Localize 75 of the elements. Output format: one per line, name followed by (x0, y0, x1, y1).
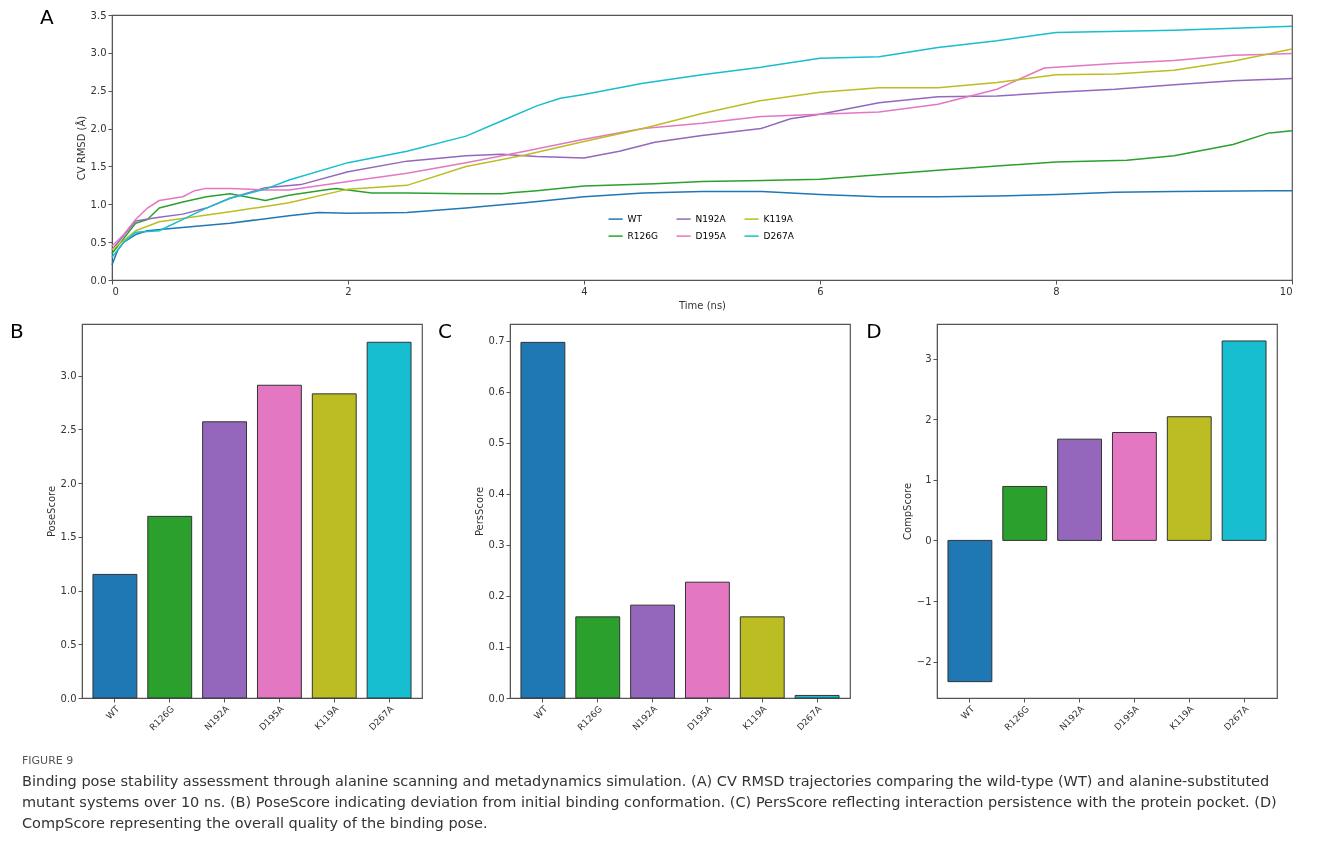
legend-label: D195A (695, 231, 727, 242)
bar (1111, 432, 1157, 541)
y-tick-label: 0 (925, 534, 932, 546)
legend-label: K119A (763, 214, 794, 225)
y-axis-title: CompScore (901, 482, 913, 541)
bar (1057, 438, 1103, 541)
y-tick-label: 0.5 (60, 638, 77, 650)
bar (1221, 340, 1267, 541)
bar (739, 616, 785, 699)
bar (794, 694, 840, 699)
x-tick-label: WT (532, 703, 550, 722)
line-series (111, 130, 1293, 255)
bar (575, 616, 621, 699)
y-axis-title: PersScore (473, 486, 485, 537)
y-tick-label: 2.5 (90, 85, 107, 97)
x-tick-label: 0 (112, 285, 119, 297)
y-tick-label: 0.0 (488, 692, 505, 704)
y-tick-label: 0.4 (488, 488, 505, 500)
y-tick-label: 0.5 (90, 236, 107, 248)
caption: FIGURE 9 (22, 754, 75, 767)
chart-title: A (40, 5, 55, 29)
y-tick-label: 0.6 (488, 386, 505, 398)
y-tick-label: 0.2 (488, 590, 505, 602)
bar (1166, 416, 1212, 541)
y-tick-label: 3.0 (90, 47, 107, 59)
text: Binding pose stability assessment through alanine scanning and metadynamics simulation. (A) CV RMSD trajectories comparing the wild-type (WT) and alanine-substituted mutant systems over 10 ns. (B) PoseScore indicating deviation from initial binding conformation. (C) PersScore reflecting interaction persistence with the protein pocket. (D) CompScore representing the overall quality of the binding pose. (22, 772, 1278, 833)
bar (1002, 485, 1048, 541)
x-tick-label: 10 (1279, 285, 1293, 297)
y-axis-title: PoseScore (45, 485, 57, 538)
legend-label: N192A (695, 214, 727, 225)
y-tick-label: 1.0 (60, 585, 77, 597)
y-tick-label: 0.7 (488, 335, 505, 347)
x-tick-label: 4 (581, 285, 588, 297)
bar (520, 341, 566, 699)
line-series (111, 189, 1293, 266)
legend-label: R126G (627, 231, 659, 242)
y-tick-label: 1.0 (90, 198, 107, 210)
bar (366, 341, 412, 699)
y-tick-label: 0.5 (488, 437, 505, 449)
bar (92, 573, 138, 699)
x-tick-label: WT (959, 703, 977, 722)
bar (202, 421, 248, 699)
y-tick-label: 3 (925, 353, 932, 365)
y-axis-title: CV RMSD (Å) (74, 115, 87, 181)
y-tick-label: 0.0 (90, 274, 107, 286)
y-tick-label: 2.0 (90, 123, 107, 135)
y-tick-label: 1.5 (90, 160, 107, 172)
bar (684, 581, 730, 699)
bar (947, 539, 993, 683)
y-tick-label: 0.1 (488, 641, 505, 653)
bar (256, 384, 302, 699)
chart-title: D (866, 319, 882, 343)
y-tick-label: 1.5 (60, 531, 77, 543)
bar (147, 515, 193, 699)
legend-label: D267A (763, 231, 795, 242)
y-tick-label: 1 (925, 474, 932, 486)
legend-label: WT (627, 214, 643, 225)
y-tick-label: 0.0 (60, 692, 77, 704)
bar (311, 393, 357, 699)
y-tick-label: 3.5 (90, 9, 107, 21)
chart-title: C (438, 319, 453, 343)
chart-title: B (10, 319, 24, 343)
x-tick-label: 8 (1053, 285, 1060, 297)
x-tick-label: WT (104, 703, 122, 722)
y-tick-label: 2.5 (60, 423, 77, 435)
x-tick-label: 2 (345, 285, 352, 297)
bar (630, 604, 676, 699)
y-tick-label: 3.0 (60, 370, 77, 382)
y-tick-label: −2 (916, 656, 932, 668)
y-tick-label: 2 (925, 413, 932, 425)
y-tick-label: 0.3 (488, 539, 505, 551)
y-tick-label: −1 (916, 595, 932, 607)
x-tick-label: 6 (817, 285, 824, 297)
x-axis-title: Time (ns) (677, 299, 727, 311)
y-tick-label: 2.0 (60, 477, 77, 489)
